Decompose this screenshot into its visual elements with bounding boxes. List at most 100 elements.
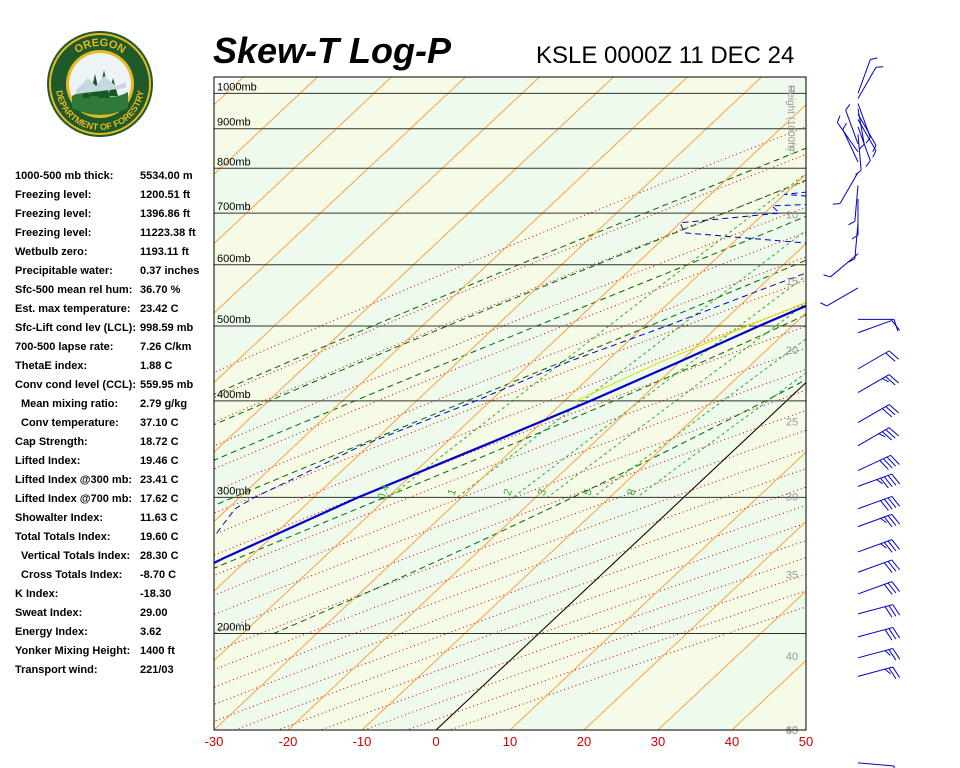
wind-barb-staff (857, 404, 890, 423)
isobar-label: 600mb (217, 253, 251, 265)
wind-barb (857, 66, 884, 99)
wind-barb-staff (857, 648, 893, 659)
stat-label: Cross Totals Index: (21, 569, 123, 581)
stat-label: 700-500 lapse rate: (15, 341, 114, 353)
isobars (214, 92, 806, 634)
isotherm (805, 729, 806, 730)
stat-value: 17.62 C (140, 493, 179, 505)
wind-barb (832, 172, 859, 205)
stat-label: Sfc-500 mean rel hum: (15, 284, 133, 296)
isotherm (287, 242, 806, 730)
wind-barb-flag (879, 460, 889, 470)
wind-barb-flag (888, 667, 897, 679)
x-tick-label: 20 (577, 734, 591, 749)
stat-row: Freezing level: 11223.38 ft (15, 225, 215, 244)
stat-row: Wetbulb zero: 1193.11 ft (15, 244, 215, 263)
wind-barb-staff (857, 126, 871, 161)
isotherm (361, 312, 806, 730)
wind-barb-flag (872, 150, 877, 158)
stat-label: Energy Index: (15, 626, 88, 638)
wind-barb-staff (839, 172, 859, 204)
wind-barb-flag (883, 542, 893, 553)
stat-row: Vertical Totals Index: 28.30 C (15, 548, 215, 567)
stat-value: 2.79 g/kg (140, 398, 188, 410)
stat-row: Showalter Index: 11.63 C (15, 510, 215, 529)
wind-barb-staff (826, 287, 859, 307)
wind-barb (857, 404, 899, 423)
wind-barb-flag (820, 302, 828, 307)
wind-barb-staff (836, 122, 859, 153)
isobar-label: 400mb (217, 389, 251, 401)
stat-value: 221/03 (140, 664, 174, 676)
stat-row: Freezing level: 1200.51 ft (15, 187, 215, 206)
wind-barb-flag (836, 115, 841, 123)
wind-barb-flag (892, 627, 901, 639)
isotherm-band (806, 77, 960, 730)
wind-barb-flag (887, 497, 897, 509)
wind-barb-staff (854, 222, 859, 259)
sounding-indices-panel: 1000-500 mb thick: 5534.00 m Freezing leve… (15, 168, 215, 681)
wind-barb-flag (887, 582, 897, 594)
wind-barb-flag (881, 431, 893, 441)
height-tick-label: 15 (786, 276, 798, 288)
stat-row: 1000-500 mb thick: 5534.00 m (15, 168, 215, 187)
wind-barb (848, 222, 859, 263)
x-tick-label: 0 (432, 734, 439, 749)
wind-barb-flag (887, 515, 897, 526)
height-tick-label: 0 (789, 84, 795, 96)
isobar-label: 500mb (217, 314, 251, 326)
wind-barb-flag (886, 456, 897, 467)
wind-barb-flag (885, 429, 896, 439)
isotherms (214, 77, 806, 730)
wind-barb-staff (857, 762, 894, 767)
wind-barb-staff (857, 319, 892, 334)
isobar-label: 700mb (217, 201, 251, 213)
wind-barb-staff (842, 129, 859, 163)
stat-label: Lifted Index @300 mb: (15, 474, 133, 486)
stat-row: Lifted Index @700 mb: 17.62 C (15, 491, 215, 510)
stat-row: Sweat Index: 29.00 (15, 605, 215, 624)
stat-row: Total Totals Index: 19.60 C (15, 529, 215, 548)
wind-barb-flag (855, 169, 862, 176)
stat-label: Precipitable water: (15, 265, 113, 277)
stat-row: Conv temperature: 37.10 C (15, 415, 215, 434)
wind-barb-flag (888, 628, 897, 640)
freezing-isotherm (435, 381, 806, 730)
wind-barb-staff (857, 473, 892, 487)
wind-barb (857, 762, 895, 768)
stat-value: 11223.38 ft (140, 227, 196, 239)
height-tick-label: 45 (786, 725, 798, 737)
x-tick-label: -30 (205, 734, 224, 749)
isotherm (214, 77, 688, 523)
stat-label: Cap Strength: (15, 436, 88, 448)
wind-barb-flag (842, 122, 847, 130)
isotherm (509, 451, 806, 730)
wind-barb (857, 604, 901, 618)
wind-barb-staff (857, 495, 892, 510)
wind-barb (857, 374, 899, 394)
stat-value: 1193.11 ft (140, 246, 189, 258)
isotherm (214, 173, 806, 730)
wind-barb (857, 57, 878, 94)
wind-barb-flag (891, 539, 901, 550)
stat-label: Vertical Totals Index: (21, 550, 131, 562)
isobar-label: 800mb (217, 156, 251, 168)
wind-barb (848, 185, 859, 226)
stat-label: K Index: (15, 588, 59, 600)
stat-label: Conv cond level (CCL): (15, 379, 137, 391)
wind-barb-flag (884, 606, 893, 618)
stat-row: ThetaE index: 1.88 C (15, 358, 215, 377)
wind-barb-flag (888, 374, 899, 384)
wind-barb (842, 122, 859, 163)
wind-barb-flag (891, 473, 901, 485)
wind-barb-flag (891, 513, 901, 525)
wind-barb-staff (857, 350, 890, 370)
wind-barb-flag (892, 648, 901, 660)
height-tick-label: 40 (786, 651, 798, 663)
wind-barb-flag (880, 543, 887, 549)
height-tick-label: 35 (786, 569, 798, 581)
stat-row: Precipitable water: 0.37 inches (15, 263, 215, 282)
stat-label: Est. max temperature: (15, 303, 131, 315)
height-tick-label: 5 (789, 146, 795, 158)
isotherm (583, 520, 806, 730)
